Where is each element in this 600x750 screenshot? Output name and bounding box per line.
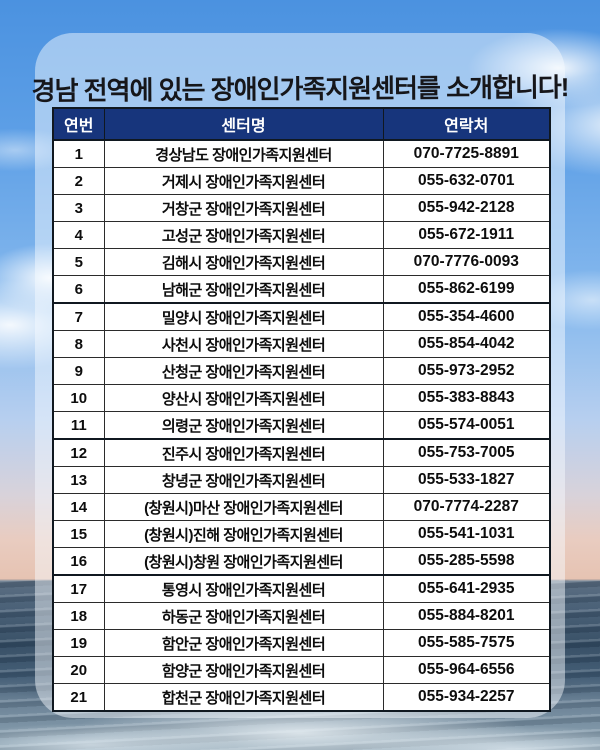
- cell-name: 남해군 장애인가족지원센터: [103, 275, 384, 304]
- cell-phone: 055-884-8201: [382, 602, 551, 630]
- cell-number: 6: [52, 275, 105, 304]
- table-row: 3 거창군 장애인가족지원센터 055-942-2128: [52, 194, 551, 222]
- cell-number: 2: [52, 167, 105, 195]
- table-row: 8 사천시 장애인가족지원센터 055-854-4042: [52, 330, 551, 358]
- cell-name: 사천시 장애인가족지원센터: [103, 330, 384, 358]
- table-row: 21 합천군 장애인가족지원센터 055-934-2257: [52, 683, 551, 712]
- cell-number: 8: [52, 330, 105, 358]
- table-row: 14 (창원시)마산 장애인가족지원센터 070-7774-2287: [52, 493, 551, 521]
- cell-name: 밀양시 장애인가족지원센터: [103, 302, 384, 331]
- header-cell-number: 연번: [52, 107, 105, 141]
- table-row: 1 경상남도 장애인가족지원센터 070-7725-8891: [52, 139, 551, 168]
- header-cell-contact: 연락처: [382, 107, 551, 141]
- cell-phone: 055-533-1827: [382, 466, 551, 494]
- header-cell-name: 센터명: [103, 107, 384, 141]
- table-row: 7 밀양시 장애인가족지원센터 055-354-4600: [52, 302, 551, 331]
- cell-phone: 070-7774-2287: [382, 493, 551, 521]
- cell-phone: 055-632-0701: [382, 167, 551, 195]
- cell-number: 14: [52, 493, 105, 521]
- cell-phone: 070-7776-0093: [382, 248, 551, 276]
- cell-number: 11: [52, 411, 105, 440]
- cell-number: 18: [52, 602, 105, 630]
- cell-number: 1: [52, 139, 105, 168]
- cell-number: 10: [52, 384, 105, 412]
- cell-number: 12: [52, 438, 105, 467]
- cell-name: (창원시)진해 장애인가족지원센터: [103, 520, 384, 548]
- cell-name: 진주시 장애인가족지원센터: [103, 438, 384, 467]
- cell-name: (창원시)창원 장애인가족지원센터: [103, 547, 384, 576]
- cell-phone: 055-942-2128: [382, 194, 551, 222]
- cell-number: 13: [52, 466, 105, 494]
- cell-phone: 055-354-4600: [382, 302, 551, 331]
- centers-table: 연번 센터명 연락처 1 경상남도 장애인가족지원센터 070-7725-889…: [52, 107, 551, 712]
- cell-phone: 055-672-1911: [382, 221, 551, 249]
- cell-phone: 055-541-1031: [382, 520, 551, 548]
- cell-phone: 055-285-5598: [382, 547, 551, 576]
- cell-phone: 055-973-2952: [382, 357, 551, 385]
- cell-number: 17: [52, 574, 105, 603]
- table-row: 2 거제시 장애인가족지원센터 055-632-0701: [52, 167, 551, 195]
- cell-phone: 055-753-7005: [382, 438, 551, 467]
- table-header: 연번 센터명 연락처: [52, 107, 551, 141]
- cell-number: 9: [52, 357, 105, 385]
- cell-number: 3: [52, 194, 105, 222]
- table-body: 1 경상남도 장애인가족지원센터 070-7725-8891 2 거제시 장애인…: [52, 139, 551, 712]
- cell-name: 경상남도 장애인가족지원센터: [103, 139, 384, 168]
- cell-name: 거창군 장애인가족지원센터: [103, 194, 384, 222]
- table-row: 18 하동군 장애인가족지원센터 055-884-8201: [52, 602, 551, 630]
- cell-phone: 055-964-6556: [382, 656, 551, 684]
- cell-phone: 055-641-2935: [382, 574, 551, 603]
- cell-number: 20: [52, 656, 105, 684]
- table-row: 19 함안군 장애인가족지원센터 055-585-7575: [52, 629, 551, 657]
- table-row: 11 의령군 장애인가족지원센터 055-574-0051: [52, 411, 551, 440]
- cell-phone: 070-7725-8891: [382, 139, 551, 168]
- cell-name: 김해시 장애인가족지원센터: [103, 248, 384, 276]
- cell-phone: 055-574-0051: [382, 411, 551, 440]
- cell-name: 고성군 장애인가족지원센터: [103, 221, 384, 249]
- cell-name: 하동군 장애인가족지원센터: [103, 602, 384, 630]
- table-row: 16 (창원시)창원 장애인가족지원센터 055-285-5598: [52, 547, 551, 576]
- cell-phone: 055-854-4042: [382, 330, 551, 358]
- cell-number: 15: [52, 520, 105, 548]
- cell-number: 21: [52, 683, 105, 712]
- cell-number: 16: [52, 547, 105, 576]
- table-row: 10 양산시 장애인가족지원센터 055-383-8843: [52, 384, 551, 412]
- cell-phone: 055-862-6199: [382, 275, 551, 304]
- cell-name: 합천군 장애인가족지원센터: [103, 683, 384, 712]
- cell-name: 함양군 장애인가족지원센터: [103, 656, 384, 684]
- table-row: 13 창녕군 장애인가족지원센터 055-533-1827: [52, 466, 551, 494]
- cell-name: 거제시 장애인가족지원센터: [103, 167, 384, 195]
- cell-number: 7: [52, 302, 105, 331]
- table-row: 9 산청군 장애인가족지원센터 055-973-2952: [52, 357, 551, 385]
- cell-name: 함안군 장애인가족지원센터: [103, 629, 384, 657]
- cell-name: 양산시 장애인가족지원센터: [103, 384, 384, 412]
- cell-phone: 055-383-8843: [382, 384, 551, 412]
- table-row: 4 고성군 장애인가족지원센터 055-672-1911: [52, 221, 551, 249]
- header-row: 연번 센터명 연락처: [52, 107, 551, 141]
- table-row: 20 함양군 장애인가족지원센터 055-964-6556: [52, 656, 551, 684]
- page-title: 경남 전역에 있는 장애인가족지원센터를 소개합니다!: [31, 72, 569, 107]
- cell-number: 5: [52, 248, 105, 276]
- cell-name: (창원시)마산 장애인가족지원센터: [103, 493, 384, 521]
- cell-name: 산청군 장애인가족지원센터: [103, 357, 384, 385]
- cell-name: 통영시 장애인가족지원센터: [103, 574, 384, 603]
- table-row: 12 진주시 장애인가족지원센터 055-753-7005: [52, 438, 551, 467]
- cell-phone: 055-934-2257: [382, 683, 551, 712]
- cell-phone: 055-585-7575: [382, 629, 551, 657]
- table-row: 6 남해군 장애인가족지원센터 055-862-6199: [52, 275, 551, 304]
- table-row: 15 (창원시)진해 장애인가족지원센터 055-541-1031: [52, 520, 551, 548]
- cell-number: 19: [52, 629, 105, 657]
- cell-number: 4: [52, 221, 105, 249]
- cell-name: 의령군 장애인가족지원센터: [103, 411, 384, 440]
- table-row: 17 통영시 장애인가족지원센터 055-641-2935: [52, 574, 551, 603]
- cell-name: 창녕군 장애인가족지원센터: [103, 466, 384, 494]
- table-row: 5 김해시 장애인가족지원센터 070-7776-0093: [52, 248, 551, 276]
